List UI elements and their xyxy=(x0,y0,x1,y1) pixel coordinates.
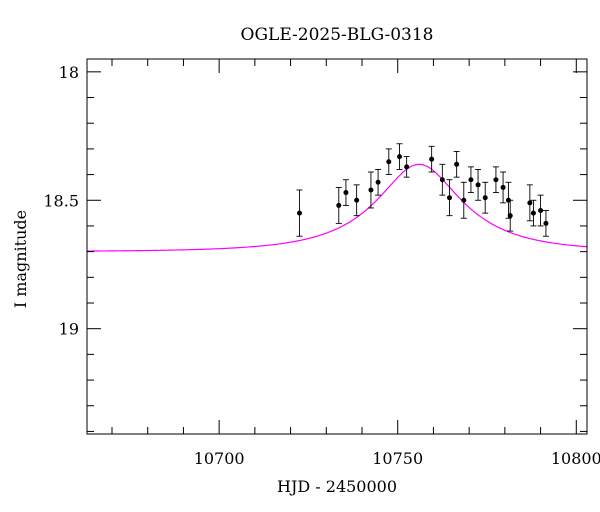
point-marker xyxy=(482,195,488,201)
data-point xyxy=(507,199,514,232)
point-marker xyxy=(493,177,499,183)
point-marker xyxy=(500,184,506,190)
data-point xyxy=(482,181,489,214)
point-marker xyxy=(447,195,452,201)
y-axis-label: I magnitude xyxy=(11,210,30,308)
point-marker xyxy=(530,210,536,216)
data-point xyxy=(403,156,410,178)
data-point xyxy=(526,184,533,222)
point-marker xyxy=(429,156,435,162)
tick-labels-layer: 10700 10750 10800 18 18.5 19 xyxy=(43,63,600,468)
point-marker xyxy=(336,202,342,208)
point-marker xyxy=(397,154,402,160)
data-point xyxy=(460,181,467,219)
point-marker xyxy=(538,208,544,214)
x-tick-label: 10750 xyxy=(372,449,423,468)
data-point xyxy=(530,199,537,227)
point-marker xyxy=(368,187,374,193)
data-point xyxy=(467,166,474,194)
y-tick-label: 18 xyxy=(59,63,79,82)
point-marker xyxy=(375,179,381,185)
data-point xyxy=(367,171,374,209)
data-point xyxy=(500,171,507,204)
point-marker xyxy=(543,220,549,226)
data-point xyxy=(475,168,482,201)
data-point xyxy=(446,179,453,217)
axis-ticks-layer xyxy=(87,59,587,434)
point-marker xyxy=(461,197,467,203)
data-point xyxy=(375,168,382,196)
data-point xyxy=(342,179,349,206)
point-marker xyxy=(354,197,360,203)
chart-title: OGLE-2025-BLG-0318 xyxy=(241,25,434,45)
y-tick-label: 19 xyxy=(59,320,79,339)
point-marker xyxy=(343,190,349,196)
x-axis-label: HJD - 2450000 xyxy=(277,477,397,496)
model-curve-layer xyxy=(86,163,588,252)
data-point xyxy=(385,148,392,176)
point-marker xyxy=(439,177,445,183)
point-marker xyxy=(475,182,481,188)
plot-frame xyxy=(86,58,588,435)
point-marker xyxy=(404,164,410,170)
x-tick-label: 10800 xyxy=(551,449,600,468)
data-point xyxy=(492,166,499,194)
data-point xyxy=(296,189,303,237)
data-points-layer xyxy=(296,143,549,237)
y-tick-label: 18.5 xyxy=(43,191,79,210)
data-point xyxy=(439,163,446,196)
point-marker xyxy=(468,177,474,183)
data-point xyxy=(428,145,435,173)
point-marker xyxy=(297,210,302,216)
data-point xyxy=(453,151,460,178)
point-marker xyxy=(507,213,513,219)
data-point xyxy=(353,184,360,217)
data-point xyxy=(335,186,342,224)
data-point xyxy=(537,194,544,227)
x-tick-label: 10700 xyxy=(194,449,245,468)
point-marker xyxy=(386,159,392,165)
model-curve xyxy=(86,163,588,252)
point-marker xyxy=(527,200,533,206)
point-marker xyxy=(454,161,460,167)
data-point xyxy=(396,143,403,170)
data-point xyxy=(542,210,549,237)
